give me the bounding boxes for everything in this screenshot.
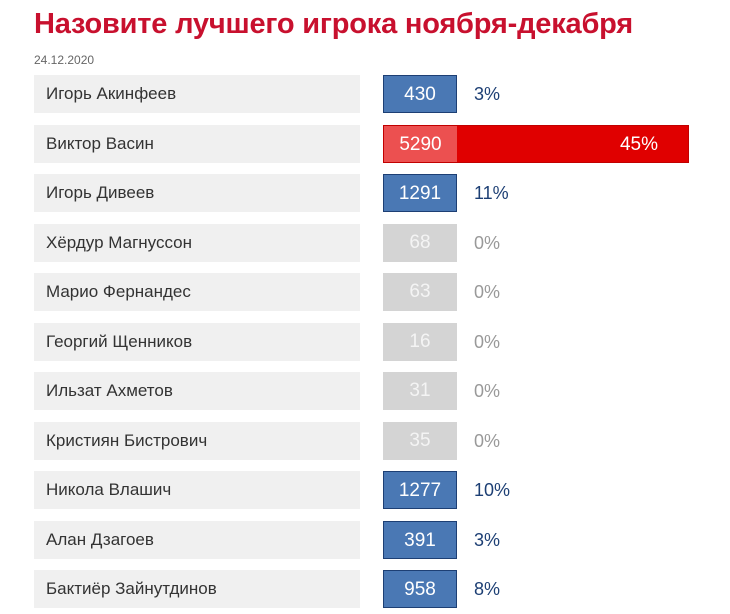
vote-count[interactable]: 31 [383, 372, 457, 410]
vote-count[interactable]: 1291 [383, 174, 457, 212]
poll-row: Виктор Васин 5290 45% [34, 124, 714, 163]
candidate-name[interactable]: Ильзат Ахметов [34, 372, 360, 410]
vote-percent: 11% [474, 183, 509, 203]
vote-count[interactable]: 68 [383, 223, 457, 262]
candidate-name[interactable]: Никола Влашич [34, 471, 360, 509]
poll-row: Кристиян Бистрович 35 0% [34, 421, 714, 460]
candidate-name[interactable]: Кристиян Бистрович [34, 421, 360, 460]
vote-percent: 10% [474, 480, 511, 500]
page-title: Назовите лучшего игрока ноября-декабря [34, 8, 634, 40]
vote-count[interactable]: 391 [383, 520, 457, 559]
vote-count[interactable]: 5290 [383, 124, 457, 163]
poll-row: Георгий Щенников 16 0% [34, 322, 714, 361]
poll-row: Игорь Акинфеев 430 3% [34, 75, 714, 113]
candidate-name[interactable]: Хёрдур Магнуссон [34, 223, 360, 262]
poll-row: Никола Влашич 1277 10% [34, 471, 714, 509]
vote-count[interactable]: 430 [383, 75, 457, 113]
vote-percent: 3% [474, 84, 501, 104]
vote-percent: 45% [619, 133, 658, 155]
poll-row: Алан Дзагоев 391 3% [34, 520, 714, 559]
vote-percent: 0% [474, 381, 501, 401]
vote-percent: 0% [474, 282, 501, 302]
candidate-name[interactable]: Марио Фернандес [34, 273, 360, 311]
poll-row: Хёрдур Магнуссон 68 0% [34, 223, 714, 262]
leader-bar: 45% [457, 124, 689, 163]
vote-percent: 0% [474, 331, 501, 352]
vote-count[interactable]: 1277 [383, 471, 457, 509]
vote-percent: 8% [474, 579, 501, 599]
poll-row: Игорь Дивеев 1291 11% [34, 174, 714, 212]
candidate-name[interactable]: Игорь Акинфеев [34, 75, 360, 113]
vote-percent: 0% [474, 430, 501, 451]
candidate-name[interactable]: Игорь Дивеев [34, 174, 360, 212]
candidate-name[interactable]: Виктор Васин [34, 124, 360, 163]
candidate-name[interactable]: Алан Дзагоев [34, 520, 360, 559]
poll-row: Марио Фернандес 63 0% [34, 273, 714, 311]
poll-row: Бактиёр Зайнутдинов 958 8% [34, 570, 714, 608]
vote-percent: 0% [474, 232, 501, 253]
vote-count[interactable]: 35 [383, 421, 457, 460]
vote-count[interactable]: 16 [383, 322, 457, 361]
vote-count[interactable]: 63 [383, 273, 457, 311]
poll-row: Ильзат Ахметов 31 0% [34, 372, 714, 410]
vote-count[interactable]: 958 [383, 570, 457, 608]
candidate-name[interactable]: Георгий Щенников [34, 322, 360, 361]
publish-date: 24.12.2020 [34, 53, 95, 67]
vote-percent: 3% [474, 529, 501, 550]
candidate-name[interactable]: Бактиёр Зайнутдинов [34, 570, 360, 608]
